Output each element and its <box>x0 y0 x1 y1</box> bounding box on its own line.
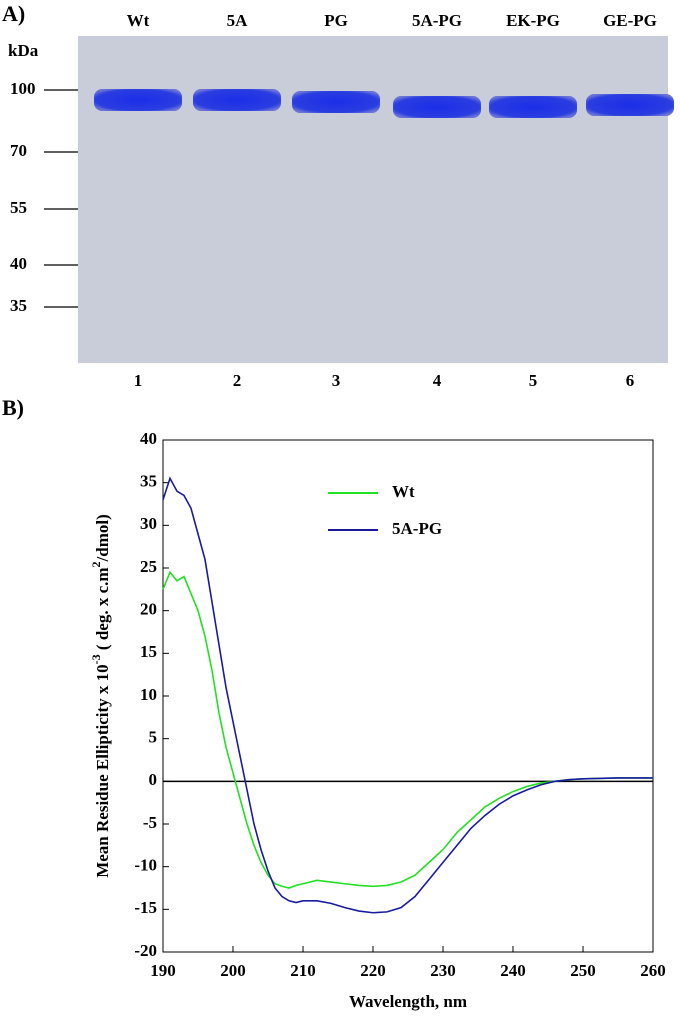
gel <box>78 36 668 363</box>
lane-number: 2 <box>233 371 242 390</box>
lane-name: PG <box>324 11 348 30</box>
y-tick-label: -10 <box>134 856 157 875</box>
legend-label: 5A-PG <box>392 519 442 538</box>
legend-label: Wt <box>392 482 415 501</box>
band <box>489 96 577 118</box>
lane-name: 5A-PG <box>412 11 462 30</box>
lane-name: GE-PG <box>603 11 657 30</box>
x-tick-label: 190 <box>150 961 176 980</box>
lane-name: EK-PG <box>506 11 560 30</box>
band <box>292 91 380 113</box>
x-tick-label: 220 <box>360 961 386 980</box>
marker-label: 100 <box>10 79 36 98</box>
plot-frame <box>162 439 654 953</box>
y-tick-label: 15 <box>140 642 157 661</box>
lane-number: 5 <box>529 371 538 390</box>
marker-label: 70 <box>10 141 27 160</box>
band <box>393 96 481 118</box>
y-tick-label: 10 <box>140 685 157 704</box>
lane-name: 5A <box>227 11 249 30</box>
series-line <box>162 476 653 914</box>
x-tick-label: 240 <box>500 961 526 980</box>
lane-number: 6 <box>626 371 635 390</box>
marker-label: 35 <box>10 296 27 315</box>
x-tick-label: 200 <box>220 961 246 980</box>
unit-label: kDa <box>8 41 39 60</box>
y-tick-label: 30 <box>140 514 157 533</box>
lane-number: 4 <box>433 371 442 390</box>
x-tick-label: 210 <box>290 961 316 980</box>
y-tick-label: -20 <box>134 941 157 960</box>
panel-label: A) <box>2 1 25 26</box>
y-tick-label: 0 <box>149 770 158 789</box>
x-tick-label: 250 <box>570 961 596 980</box>
y-tick-label: 25 <box>140 557 157 576</box>
marker-label: 40 <box>10 254 27 273</box>
y-tick-label: -5 <box>143 813 157 832</box>
lane-number: 1 <box>134 371 143 390</box>
y-tick-label: 20 <box>140 600 157 619</box>
x-axis-label: Wavelength, nm <box>349 992 467 1011</box>
band <box>94 89 182 111</box>
x-tick-label: 260 <box>640 961 666 980</box>
lane-name: Wt <box>127 11 150 30</box>
y-tick-label: 35 <box>140 472 157 491</box>
panel-label: B) <box>2 395 24 420</box>
band <box>586 94 674 116</box>
marker-label: 55 <box>10 198 27 217</box>
y-tick-label: 5 <box>149 728 158 747</box>
y-axis-label: Mean Residue Ellipticity x 10-3 ( deg. x… <box>89 514 112 878</box>
y-tick-label: -15 <box>134 898 157 917</box>
lane-number: 3 <box>332 371 341 390</box>
y-tick-label: 40 <box>140 429 157 448</box>
band <box>193 89 281 111</box>
x-tick-label: 230 <box>430 961 456 980</box>
series-line <box>162 570 653 889</box>
